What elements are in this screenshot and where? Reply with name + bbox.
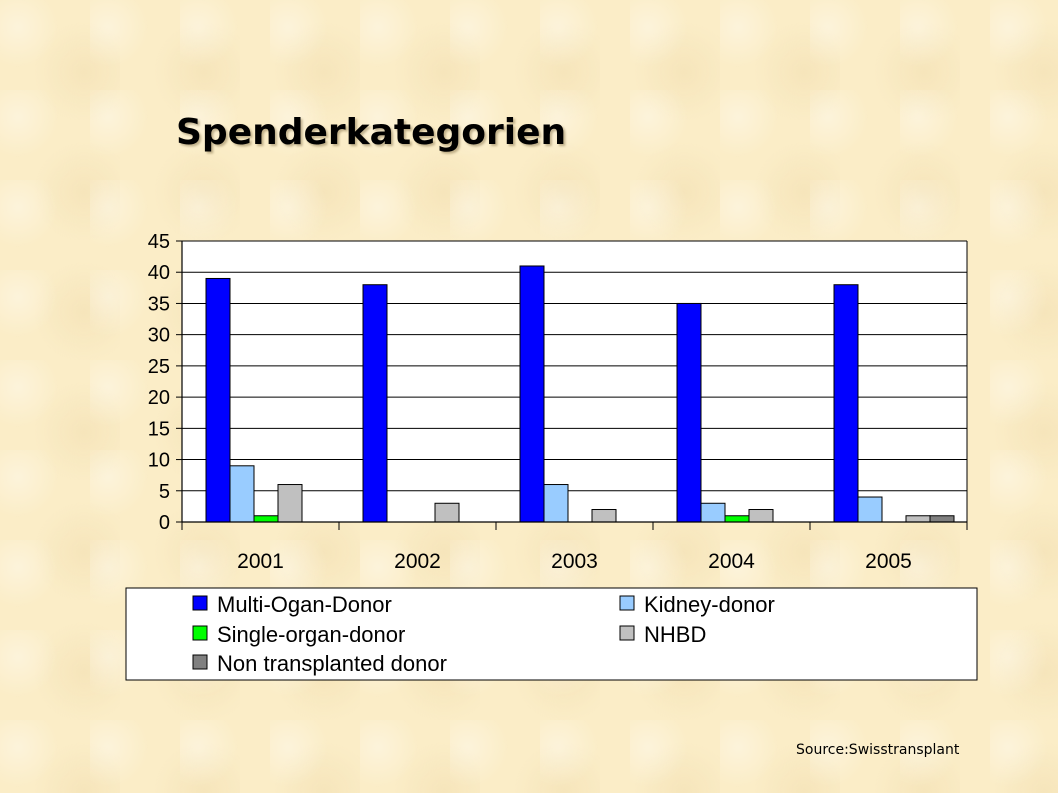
- bar-nhbd-2005: [905, 515, 931, 523]
- y-tick-label: 0: [159, 512, 170, 534]
- x-tick-label: 2004: [708, 550, 755, 573]
- bar-multi-ogan-donor-2002: [362, 284, 388, 523]
- legend-label: Kidney-donor: [644, 592, 775, 617]
- legend-label: Single-organ-donor: [217, 622, 405, 647]
- legend-label: NHBD: [644, 622, 706, 647]
- bar-multi-ogan-donor-2003: [519, 265, 545, 523]
- axes: [181, 241, 968, 523]
- legend-swatch: [619, 595, 635, 611]
- bars: [205, 265, 955, 523]
- x-tick-label: 2001: [237, 550, 284, 573]
- y-tick-label: 45: [148, 231, 170, 253]
- y-tick-label: 5: [159, 481, 170, 503]
- x-tick-label: 2003: [551, 550, 598, 573]
- bar-multi-ogan-donor-2005: [833, 284, 859, 523]
- bar-single-organ-donor-2004: [724, 515, 750, 523]
- bar-kidney-donor-2005: [857, 496, 883, 523]
- legend-swatch: [192, 595, 208, 611]
- bar-non-transplanted-donor-2005: [929, 515, 955, 523]
- bar-multi-ogan-donor-2004: [676, 302, 702, 523]
- y-tick-label: 20: [148, 387, 170, 409]
- legend-swatch: [619, 625, 635, 641]
- legend: Multi-Ogan-Donor Kidney-donor Single-organ…: [125, 587, 978, 681]
- bar-nhbd-2001: [277, 484, 303, 523]
- bar-multi-ogan-donor-2001: [205, 277, 231, 523]
- legend-box: [125, 587, 978, 681]
- source-note: Source:Swisstransplant: [796, 742, 960, 758]
- bar-kidney-donor-2003: [543, 484, 569, 523]
- y-tick-label: 25: [148, 356, 170, 378]
- bar-kidney-donor-2001: [229, 465, 255, 523]
- x-tick-label: 2005: [865, 550, 912, 573]
- y-tick-label: 15: [148, 418, 170, 440]
- chart-title: Spenderkategorien: [176, 112, 567, 153]
- y-tick-label: 35: [148, 293, 170, 315]
- bar-single-organ-donor-2001: [253, 515, 279, 523]
- bar-kidney-donor-2004: [700, 502, 726, 523]
- y-tick-label: 30: [148, 325, 170, 347]
- x-axis-ticks: 2001 2002 2003 2004 2005: [181, 522, 968, 573]
- bar-nhbd-2003: [591, 509, 617, 523]
- legend-label: Non transplanted donor: [217, 651, 447, 676]
- legend-label: Multi-Ogan-Donor: [217, 592, 392, 617]
- y-tick-label: 40: [148, 262, 170, 284]
- bar-nhbd-2002: [434, 502, 460, 523]
- bar-nhbd-2004: [748, 509, 774, 523]
- y-tick-label: 10: [148, 450, 170, 472]
- y-axis-ticks: 0 5 10 15 20 25 30 35 40 45: [148, 231, 182, 534]
- x-tick-label: 2002: [394, 550, 441, 573]
- legend-swatch: [192, 625, 208, 641]
- legend-swatch: [192, 654, 208, 670]
